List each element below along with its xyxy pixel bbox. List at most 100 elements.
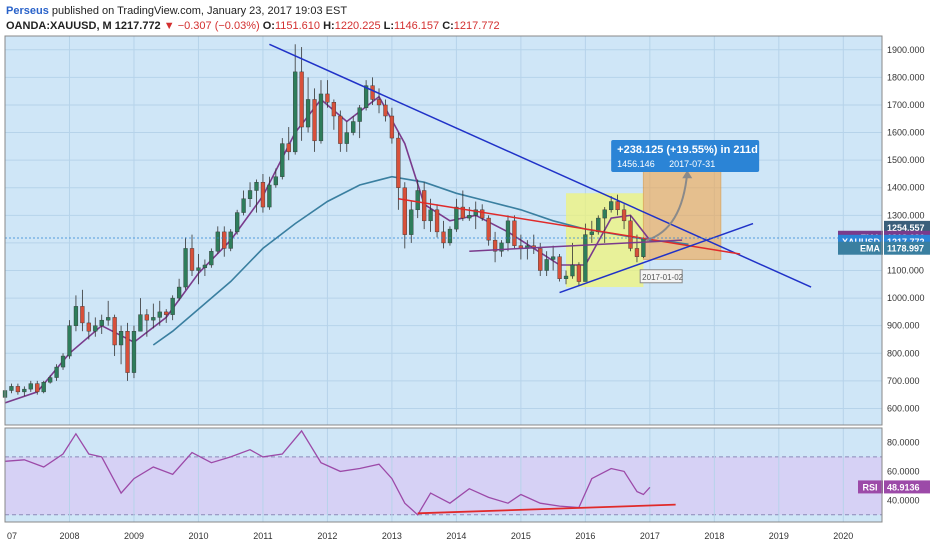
candle-body <box>544 259 549 271</box>
candle-body <box>331 102 337 117</box>
target-callout-price: 1456.146 <box>617 159 655 169</box>
candle-body <box>144 314 150 321</box>
series-name-box <box>838 241 883 255</box>
y-tick-label: 1300.000 <box>887 210 925 220</box>
rsi-value-box <box>884 480 930 494</box>
candle-body <box>363 85 369 108</box>
trendline-0 <box>269 43 812 288</box>
candle-body <box>325 93 330 103</box>
candle-body <box>235 212 240 233</box>
candle-body <box>138 314 143 332</box>
x-tick-label: 2020 <box>833 531 853 541</box>
candle-body <box>499 242 504 252</box>
date-tag-box <box>639 269 683 284</box>
x-tick-label: 2014 <box>446 531 466 541</box>
y-tick-label: 900.000 <box>887 321 920 331</box>
y-tick-label: 1400.000 <box>887 183 925 193</box>
candle-body <box>583 234 588 282</box>
last-price: 1217.772 <box>114 20 161 32</box>
candle-body <box>370 85 375 100</box>
target-callout <box>611 140 760 172</box>
candle-body <box>344 132 349 144</box>
candle-body <box>467 215 472 219</box>
candle-body <box>312 99 317 142</box>
candle-body <box>589 231 594 235</box>
rsi-name-label: RSI <box>862 482 877 492</box>
candle-body <box>396 137 401 188</box>
candle-body <box>196 267 201 271</box>
candle-body <box>621 209 627 222</box>
candle-body <box>428 209 433 222</box>
x-tick-label: 2012 <box>317 531 337 541</box>
candle-body <box>99 319 104 326</box>
x-tick-label: 2018 <box>704 531 724 541</box>
candle-body <box>93 325 98 332</box>
x-tick-label: 2019 <box>769 531 789 541</box>
price-pane-border <box>4 35 883 426</box>
price-label-box <box>884 220 930 234</box>
target-box <box>642 167 722 260</box>
candle-body <box>609 201 614 211</box>
candle-body <box>293 71 298 153</box>
candle-body <box>557 256 562 279</box>
candle-body <box>80 306 85 324</box>
rsi-value-label: 48.9136 <box>887 482 920 492</box>
candle-body <box>357 107 362 122</box>
rsi-name-box <box>858 480 883 494</box>
high-value: 1220.225 <box>334 20 381 32</box>
y-tick-label: 1700.000 <box>887 100 925 110</box>
candle-body <box>9 386 14 391</box>
candle-body <box>209 250 214 266</box>
candle-body <box>415 190 420 211</box>
candle-body <box>505 220 511 244</box>
published-text: published on TradingView.com, January 23… <box>51 5 348 17</box>
candle-body <box>118 330 124 346</box>
x-tick-label: 2010 <box>188 531 208 541</box>
price-change: −0.307 (−0.03%) <box>177 20 260 32</box>
x-tick-label: 07 <box>7 531 17 541</box>
candle-body <box>273 176 278 186</box>
candle-body <box>67 325 72 357</box>
candle-body <box>22 388 27 393</box>
candle-body <box>60 355 66 368</box>
candle-body <box>189 248 195 271</box>
candle-body <box>550 256 556 260</box>
candle-body <box>460 206 465 219</box>
x-tick-label: 2008 <box>59 531 79 541</box>
x-tick-label: 2013 <box>382 531 402 541</box>
close-label: C: <box>442 20 454 32</box>
rsi-tick-label: 40.0000 <box>887 495 920 505</box>
down-arrow-icon: ▼ <box>163 20 175 32</box>
candle-body <box>241 198 246 213</box>
projection-arrowhead <box>682 170 693 179</box>
candle-body <box>602 209 607 219</box>
open-label: O: <box>262 20 275 32</box>
candle-body <box>106 317 111 321</box>
trendline-2 <box>559 222 754 294</box>
x-tick-label: 2016 <box>575 531 595 541</box>
candle-body <box>570 264 575 277</box>
candle-body <box>383 104 388 117</box>
candle-body <box>441 231 446 244</box>
candle-body <box>228 231 233 249</box>
candle-body <box>576 264 582 282</box>
candle-body <box>35 383 40 393</box>
price-label-value: 1178.997 <box>887 244 924 254</box>
author-link[interactable]: Perseus <box>6 5 49 17</box>
low-label: L: <box>383 20 395 32</box>
trendline-3 <box>469 239 683 252</box>
y-tick-label: 1500.000 <box>887 155 925 165</box>
y-tick-label: 1600.000 <box>887 128 925 138</box>
symbol-info: OANDA:XAUUSD, M 1217.772 ▼ −0.307 (−0.03… <box>6 20 500 32</box>
high-label: H: <box>323 20 335 32</box>
candle-body <box>305 99 311 128</box>
candle-body <box>480 209 485 219</box>
y-tick-label: 1900.000 <box>887 45 925 55</box>
date-tag-text: 2017-01-02 <box>642 273 683 282</box>
y-tick-label: 700.000 <box>887 376 920 386</box>
symbol-name: OANDA:XAUUSD, M <box>6 20 112 32</box>
candle-body <box>596 217 601 233</box>
candle-body <box>473 209 478 216</box>
candle-body <box>170 297 175 315</box>
